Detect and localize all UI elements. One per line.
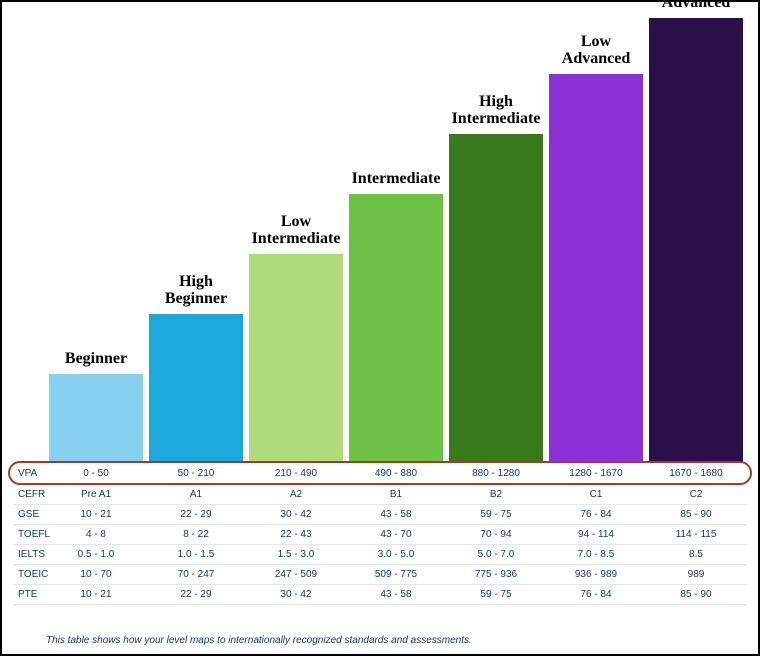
table-cell: 0 - 50 bbox=[46, 464, 146, 484]
table-cell: 10 - 21 bbox=[46, 504, 146, 524]
bar bbox=[149, 314, 243, 462]
table-cell: 85 - 90 bbox=[646, 584, 746, 604]
bar-column: High Beginner bbox=[146, 273, 246, 462]
table-cell: 22 - 29 bbox=[146, 504, 246, 524]
table-row: TOEFL4 - 88 - 2222 - 4343 - 7070 - 9494 … bbox=[14, 524, 746, 544]
bar bbox=[549, 74, 643, 462]
table-cell: 76 - 84 bbox=[546, 584, 646, 604]
table-cell: 509 - 775 bbox=[346, 564, 446, 584]
table-cell: 10 - 70 bbox=[46, 564, 146, 584]
table-cell: 22 - 29 bbox=[146, 584, 246, 604]
table-cell: 247 - 509 bbox=[246, 564, 346, 584]
table-cell: 210 - 490 bbox=[246, 464, 346, 484]
table-cell: 114 - 115 bbox=[646, 524, 746, 544]
table-cell: 50 - 210 bbox=[146, 464, 246, 484]
table-cell: C2 bbox=[646, 484, 746, 504]
row-header: IELTS bbox=[14, 544, 46, 564]
bar-column: Intermediate bbox=[346, 170, 446, 462]
bar-column: Beginner bbox=[46, 350, 146, 462]
table-cell: 490 - 880 bbox=[346, 464, 446, 484]
bar-column: Low Advanced bbox=[546, 33, 646, 462]
table-cell: 43 - 58 bbox=[346, 504, 446, 524]
bar bbox=[49, 374, 143, 462]
table-cell: 30 - 42 bbox=[246, 584, 346, 604]
table-row: CEFRPre A1A1A2B1B2C1C2 bbox=[14, 484, 746, 504]
bar bbox=[349, 194, 443, 462]
table-cell: 8 - 22 bbox=[146, 524, 246, 544]
standards-table-wrap: VPA0 - 5050 - 210210 - 490490 - 880880 -… bbox=[14, 464, 746, 605]
table-cell: 1280 - 1670 bbox=[546, 464, 646, 484]
table-cell: 70 - 247 bbox=[146, 564, 246, 584]
table-cell: 1670 - 1680 bbox=[646, 464, 746, 484]
bar-label: Low Advanced bbox=[562, 33, 630, 68]
table-cell: 989 bbox=[646, 564, 746, 584]
table-cell: B2 bbox=[446, 484, 546, 504]
table-cell: 1.5 - 3.0 bbox=[246, 544, 346, 564]
row-header: GSE bbox=[14, 504, 46, 524]
table-cell: Pre A1 bbox=[46, 484, 146, 504]
table-cell: 5.0 - 7.0 bbox=[446, 544, 546, 564]
row-header: TOEIC bbox=[14, 564, 46, 584]
table-cell: 4 - 8 bbox=[46, 524, 146, 544]
table-cell: A2 bbox=[246, 484, 346, 504]
table-cell: 7.0 - 8.5 bbox=[546, 544, 646, 564]
table-row: VPA0 - 5050 - 210210 - 490490 - 880880 -… bbox=[14, 464, 746, 484]
table-cell: 85 - 90 bbox=[646, 504, 746, 524]
bar bbox=[449, 134, 543, 462]
row-header: CEFR bbox=[14, 484, 46, 504]
bar-label: High Intermediate bbox=[452, 93, 541, 128]
table-cell: 8.5 bbox=[646, 544, 746, 564]
table-cell: 43 - 70 bbox=[346, 524, 446, 544]
bar-label: Advanced bbox=[662, 0, 730, 12]
caption-text: This table shows how your level maps to … bbox=[46, 635, 472, 646]
bar-column: Advanced bbox=[646, 0, 746, 462]
table-row: IELTS0.5 - 1.01.0 - 1.51.5 - 3.03.0 - 5.… bbox=[14, 544, 746, 564]
table-row: TOEIC10 - 7070 - 247247 - 509509 - 77577… bbox=[14, 564, 746, 584]
table-cell: A1 bbox=[146, 484, 246, 504]
table-cell: 22 - 43 bbox=[246, 524, 346, 544]
bar-label: Beginner bbox=[65, 350, 127, 368]
bar-label: High Beginner bbox=[149, 273, 243, 308]
bar-column: High Intermediate bbox=[446, 93, 546, 462]
table-cell: 936 - 989 bbox=[546, 564, 646, 584]
row-header: VPA bbox=[14, 464, 46, 484]
bar-column: Low Intermediate bbox=[246, 213, 346, 462]
table-cell: 775 - 936 bbox=[446, 564, 546, 584]
level-chart-container: Beginner High Beginner Low Intermediate Int… bbox=[0, 0, 760, 656]
table-row: GSE10 - 2122 - 2930 - 4243 - 5859 - 7576… bbox=[14, 504, 746, 524]
table-cell: 3.0 - 5.0 bbox=[346, 544, 446, 564]
bar-label: Intermediate bbox=[352, 170, 441, 188]
row-header: PTE bbox=[14, 584, 46, 604]
table-cell: 10 - 21 bbox=[46, 584, 146, 604]
bar bbox=[649, 18, 743, 462]
table-cell: 70 - 94 bbox=[446, 524, 546, 544]
row-header: TOEFL bbox=[14, 524, 46, 544]
table-cell: 43 - 58 bbox=[346, 584, 446, 604]
standards-table: VPA0 - 5050 - 210210 - 490490 - 880880 -… bbox=[14, 464, 746, 605]
table-cell: 59 - 75 bbox=[446, 584, 546, 604]
table-row: PTE10 - 2122 - 2930 - 4243 - 5859 - 7576… bbox=[14, 584, 746, 604]
table-cell: 59 - 75 bbox=[446, 504, 546, 524]
table-cell: 0.5 - 1.0 bbox=[46, 544, 146, 564]
table-cell: 76 - 84 bbox=[546, 504, 646, 524]
bar-chart: Beginner High Beginner Low Intermediate Int… bbox=[14, 2, 746, 462]
table-cell: 30 - 42 bbox=[246, 504, 346, 524]
bar bbox=[249, 254, 343, 462]
table-cell: 94 - 114 bbox=[546, 524, 646, 544]
bar-label: Low Intermediate bbox=[252, 213, 341, 248]
table-cell: 880 - 1280 bbox=[446, 464, 546, 484]
table-cell: 1.0 - 1.5 bbox=[146, 544, 246, 564]
table-cell: B1 bbox=[346, 484, 446, 504]
table-cell: C1 bbox=[546, 484, 646, 504]
